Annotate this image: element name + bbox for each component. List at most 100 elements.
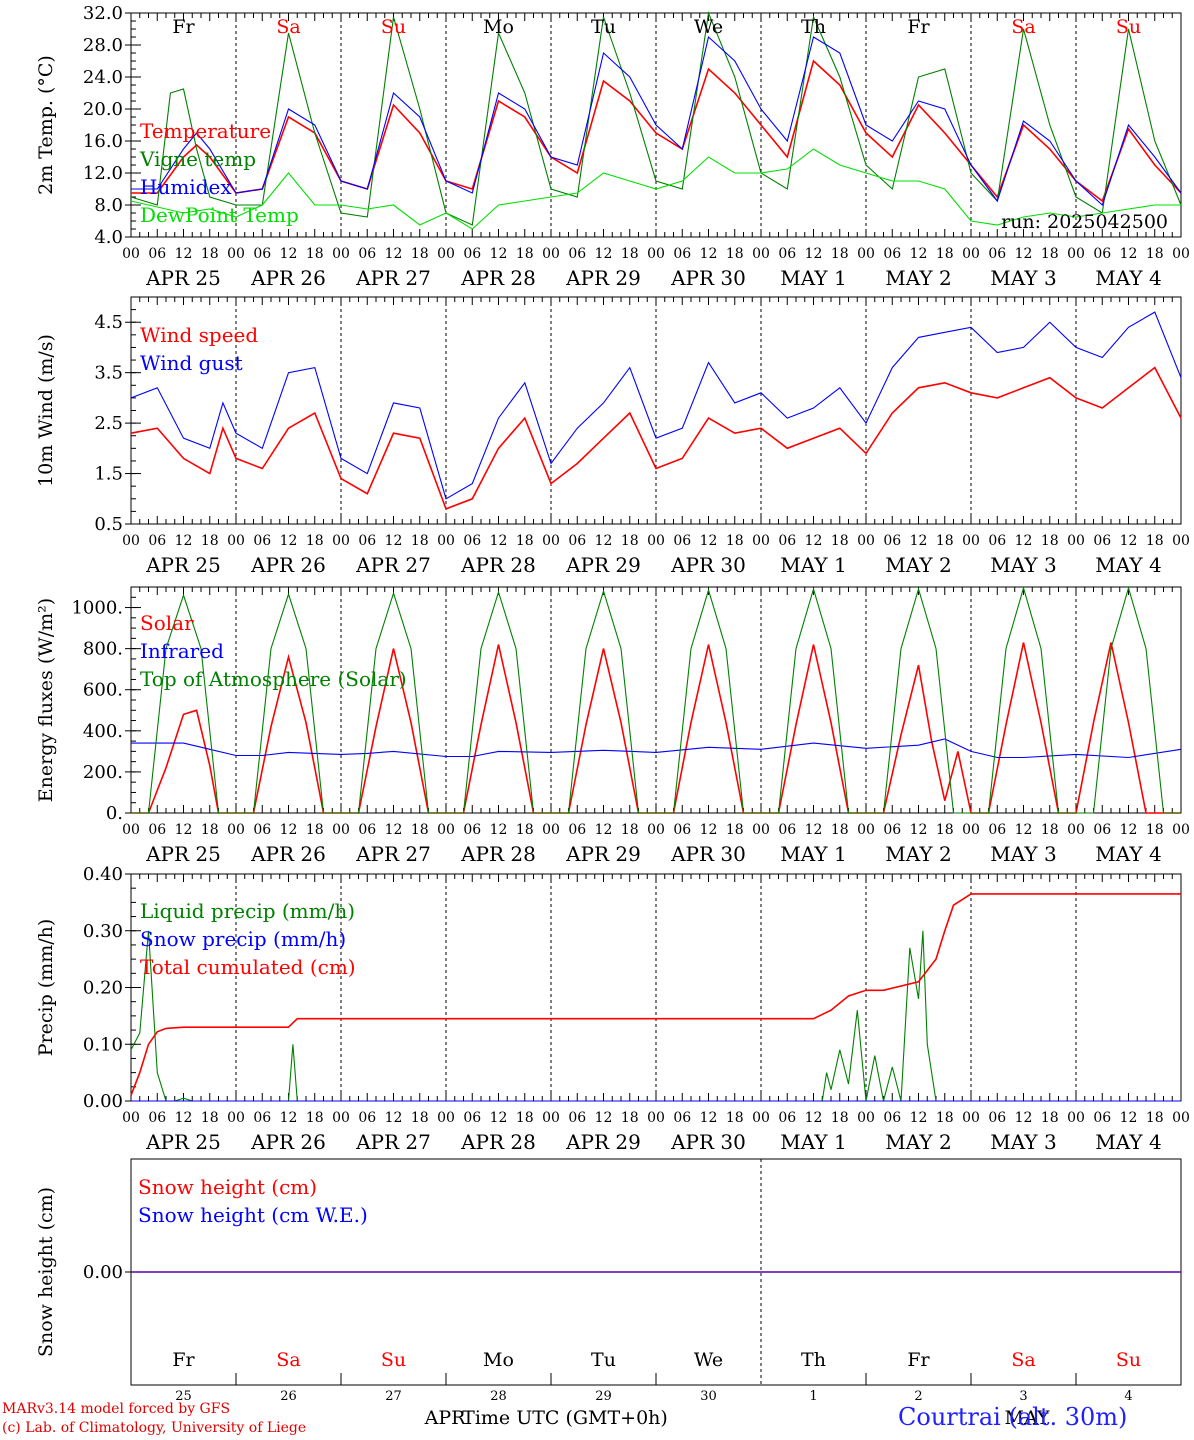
hour-tick-label: 00: [1067, 533, 1085, 549]
y-tick-label: 0.00: [83, 1262, 123, 1283]
y-axis-label: 2m Temp. (°C): [35, 55, 57, 195]
series-line: [130, 148, 1181, 230]
month-label-left: APR: [424, 1407, 467, 1429]
hour-tick-label: 00: [647, 533, 665, 549]
hour-tick-label: 00: [1172, 533, 1190, 549]
hour-tick-label: 12: [1015, 533, 1033, 549]
y-tick-label: 4.0: [94, 227, 123, 248]
hour-tick-label: 18: [516, 1110, 534, 1126]
date-label: APR 29: [565, 553, 641, 577]
hour-tick-label: 00: [542, 822, 560, 838]
hour-tick-label: 06: [673, 1110, 691, 1126]
day-number-label: 29: [595, 1389, 612, 1404]
hour-tick-label: 12: [385, 246, 403, 262]
hour-tick-label: 18: [516, 533, 534, 549]
hour-tick-label: 06: [253, 533, 271, 549]
series-line: [131, 642, 1181, 814]
date-label: MAY 4: [1095, 553, 1161, 577]
hour-tick-label: 12: [700, 822, 718, 838]
hour-tick-label: 00: [542, 246, 560, 262]
model-credit: MARv3.14 model forced by GFS: [2, 1401, 231, 1417]
hour-tick-label: 12: [175, 246, 193, 262]
legend-entry: Snow precip (mm/h): [140, 927, 346, 951]
y-tick-label: 0.40: [83, 864, 123, 885]
hour-tick-label: 06: [568, 1110, 586, 1126]
hour-tick-label: 00: [857, 533, 875, 549]
date-label: APR 28: [460, 842, 536, 866]
hour-tick-label: 06: [778, 1110, 796, 1126]
hour-tick-label: 00: [752, 533, 770, 549]
hour-tick-label: 06: [988, 1110, 1006, 1126]
hour-tick-label: 06: [778, 822, 796, 838]
hour-tick-label: 12: [280, 822, 298, 838]
hour-tick-label: 12: [1120, 1110, 1138, 1126]
hour-tick-label: 00: [437, 822, 455, 838]
date-label: MAY 2: [885, 1130, 951, 1154]
hour-tick-label: 18: [516, 246, 534, 262]
date-label: APR 27: [355, 553, 431, 577]
weekday-label-bottom: Fr: [172, 1349, 195, 1371]
date-label: MAY 3: [990, 842, 1056, 866]
hour-tick-label: 06: [358, 246, 376, 262]
hour-tick-label: 12: [175, 533, 193, 549]
date-label: APR 28: [460, 553, 536, 577]
hour-tick-label: 00: [962, 533, 980, 549]
hour-tick-label: 18: [1041, 1110, 1059, 1126]
date-label: APR 29: [565, 1130, 641, 1154]
hour-tick-label: 00: [647, 246, 665, 262]
hour-tick-label: 12: [700, 1110, 718, 1126]
hour-tick-label: 18: [201, 1110, 219, 1126]
date-label: APR 27: [355, 266, 431, 290]
hour-tick-label: 18: [936, 246, 954, 262]
y-tick-label: 0.10: [83, 1034, 123, 1055]
hour-tick-label: 00: [647, 822, 665, 838]
hour-tick-label: 12: [595, 533, 613, 549]
hour-tick-label: 12: [280, 1110, 298, 1126]
hour-tick-label: 12: [490, 822, 508, 838]
hour-tick-label: 12: [805, 822, 823, 838]
lab-credit: (c) Lab. of Climatology, University of L…: [2, 1420, 307, 1436]
hour-tick-label: 06: [463, 246, 481, 262]
day-number-label: 1: [809, 1389, 817, 1404]
y-tick-label: 0.5: [94, 514, 123, 535]
hour-tick-label: 06: [148, 246, 166, 262]
hour-tick-label: 00: [122, 1110, 140, 1126]
series-line: [131, 738, 1182, 759]
weekday-label: Su: [381, 16, 406, 38]
y-tick-label: 24.0: [83, 67, 123, 88]
y-tick-label: 28.0: [83, 35, 123, 56]
hour-tick-label: 18: [1041, 533, 1059, 549]
legend-entry: Top of Atmosphere (Solar): [140, 667, 407, 691]
run-annotation: run: 2025042500: [1001, 211, 1168, 233]
y-tick-label: 32.0: [83, 3, 123, 24]
hour-tick-label: 00: [332, 246, 350, 262]
hour-tick-label: 18: [621, 822, 639, 838]
date-label: APR 30: [670, 553, 746, 577]
weekday-label-bottom: Fr: [907, 1349, 930, 1371]
hour-tick-label: 12: [910, 822, 928, 838]
date-label: MAY 4: [1095, 1130, 1161, 1154]
hour-tick-label: 12: [175, 822, 193, 838]
weekday-label-bottom: Su: [1116, 1349, 1141, 1371]
hour-tick-label: 06: [253, 246, 271, 262]
hour-tick-label: 00: [542, 1110, 560, 1126]
hour-tick-label: 12: [385, 822, 403, 838]
hour-tick-label: 00: [752, 822, 770, 838]
date-label: MAY 2: [885, 266, 951, 290]
y-tick-label: 1000.: [71, 598, 123, 619]
date-label: MAY 4: [1095, 842, 1161, 866]
hour-tick-label: 00: [752, 246, 770, 262]
y-tick-label: 16.0: [83, 131, 123, 152]
hour-tick-label: 12: [1120, 533, 1138, 549]
legend-entry: Vigne temp: [139, 147, 256, 171]
y-tick-label: 400.: [83, 721, 123, 742]
hour-tick-label: 12: [595, 246, 613, 262]
series-line: [130, 366, 1182, 510]
hour-tick-label: 18: [726, 1110, 744, 1126]
hour-tick-label: 12: [805, 1110, 823, 1126]
hour-tick-label: 12: [490, 533, 508, 549]
hour-tick-label: 00: [1172, 822, 1190, 838]
hour-tick-label: 00: [437, 246, 455, 262]
legend-entry: Total cumulated (cm): [140, 955, 356, 979]
hour-tick-label: 00: [542, 533, 560, 549]
